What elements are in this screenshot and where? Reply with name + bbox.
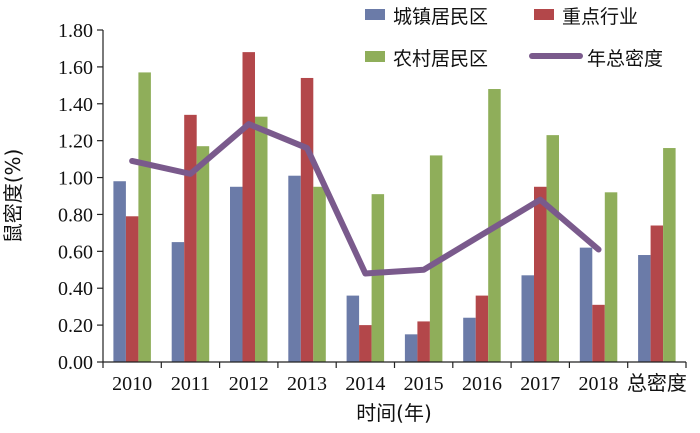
- line-layer: [129, 121, 602, 277]
- bar-series-0-9: [638, 255, 651, 362]
- bar-series-2-3: [313, 186, 326, 362]
- legend-swatch-series-1: [534, 9, 554, 20]
- bar-series-2-7: [546, 135, 559, 362]
- bar-series-1-3: [300, 77, 314, 363]
- x-tick-label-5: 2015: [404, 373, 444, 395]
- legend-label-series-1: 重点行业: [562, 6, 638, 28]
- bar-series-2-4: [371, 194, 385, 362]
- bar-series-1-4: [359, 325, 372, 362]
- x-tick-label-1: 2011: [171, 373, 210, 395]
- bar-series-1-9: [650, 225, 664, 362]
- bar-series-0-3: [288, 175, 301, 362]
- x-tick-label-4: 2014: [345, 373, 385, 395]
- bar-series-0-7: [521, 275, 534, 362]
- bar-series-0-4: [346, 295, 360, 362]
- y-tick-label-8: 1.60: [58, 57, 93, 79]
- bar-series-0-1: [171, 242, 185, 362]
- legend: 城镇居民区 重点行业 农村居民区 年总密度: [365, 6, 663, 70]
- x-ticks: 2010 2011 2012 2013 2014 2015 2016 2017 2018 总密度: [102, 362, 687, 395]
- y-axis-label: 鼠密度(%): [1, 149, 25, 244]
- bar-series-2-0: [138, 72, 151, 363]
- bar-series-0-6: [463, 317, 476, 362]
- x-axis-label: 时间(年): [356, 401, 432, 425]
- bar-series-1-1: [184, 114, 197, 362]
- y-tick-label-0: 0.00: [58, 352, 93, 374]
- x-tick-label-6: 2016: [462, 373, 502, 395]
- bar-series-2-5: [429, 155, 443, 362]
- x-tick-label-9: 总密度: [627, 371, 687, 395]
- bar-series-1-5: [417, 321, 430, 362]
- y-ticks: 0.00 0.20 0.40 0.60 0.80 1.00 1.20 1.40 1.60 1.80: [58, 20, 103, 374]
- y-tick-label-2: 0.40: [58, 278, 93, 300]
- y-tick-label-1: 0.20: [58, 315, 93, 337]
- legend-label-line: 年总密度: [587, 48, 663, 70]
- bar-series-2-9: [663, 148, 676, 362]
- bar-series-1-0: [125, 216, 139, 362]
- legend-swatch-series-0: [365, 9, 385, 20]
- bar-series-0-8: [579, 247, 593, 362]
- legend-label-series-2: 农村居民区: [393, 48, 488, 70]
- bar-series-0-2: [230, 186, 243, 362]
- bar-series-1-6: [475, 295, 489, 362]
- bar-series-2-1: [196, 146, 210, 362]
- bar-series-0-5: [404, 334, 418, 362]
- line-series-total-density: [129, 121, 602, 277]
- bar-series-1-7: [534, 186, 547, 362]
- y-tick-label-7: 1.40: [58, 94, 93, 116]
- y-tick-label-5: 1.00: [58, 168, 93, 190]
- y-tick-label-6: 1.20: [58, 131, 93, 153]
- bars-layer: [113, 52, 676, 363]
- x-tick-label-3: 2013: [287, 373, 327, 395]
- bar-series-2-2: [255, 116, 268, 362]
- x-tick-label-7: 2017: [520, 373, 560, 395]
- bar-series-2-8: [604, 192, 618, 362]
- x-tick-label-2: 2012: [229, 373, 269, 395]
- bar-series-1-2: [242, 52, 255, 362]
- x-tick-label-8: 2018: [579, 373, 619, 395]
- legend-swatch-series-2: [365, 51, 385, 62]
- y-tick-label-9: 1.80: [58, 20, 93, 42]
- x-tick-label-0: 2010: [112, 373, 152, 395]
- y-tick-label-4: 0.80: [58, 204, 93, 226]
- bar-series-1-8: [592, 304, 605, 362]
- bar-series-0-0: [113, 181, 126, 362]
- legend-label-series-0: 城镇居民区: [393, 6, 488, 28]
- y-tick-label-3: 0.60: [58, 241, 93, 263]
